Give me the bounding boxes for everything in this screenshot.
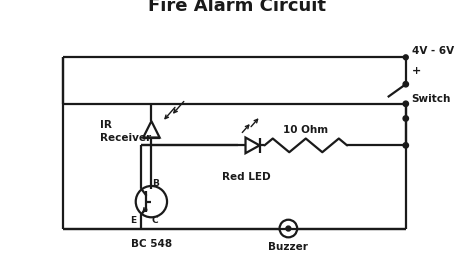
Text: Receiver: Receiver xyxy=(100,133,151,143)
Text: Buzzer: Buzzer xyxy=(268,242,308,252)
Text: 10 Ohm: 10 Ohm xyxy=(283,125,328,135)
Title: Fire Alarm Circuit: Fire Alarm Circuit xyxy=(148,0,326,15)
Text: BC 548: BC 548 xyxy=(131,239,172,249)
Circle shape xyxy=(403,143,409,148)
Circle shape xyxy=(286,226,291,231)
Text: B: B xyxy=(152,179,159,188)
Text: E: E xyxy=(130,216,137,225)
Text: Switch: Switch xyxy=(411,94,451,104)
Text: 4V - 6V: 4V - 6V xyxy=(411,46,454,56)
Circle shape xyxy=(403,101,409,106)
Text: +: + xyxy=(411,66,421,76)
Text: IR: IR xyxy=(100,120,112,130)
Text: Red LED: Red LED xyxy=(222,172,271,182)
Text: C: C xyxy=(151,216,158,225)
Circle shape xyxy=(403,55,408,60)
Circle shape xyxy=(403,116,409,121)
Circle shape xyxy=(403,81,409,87)
